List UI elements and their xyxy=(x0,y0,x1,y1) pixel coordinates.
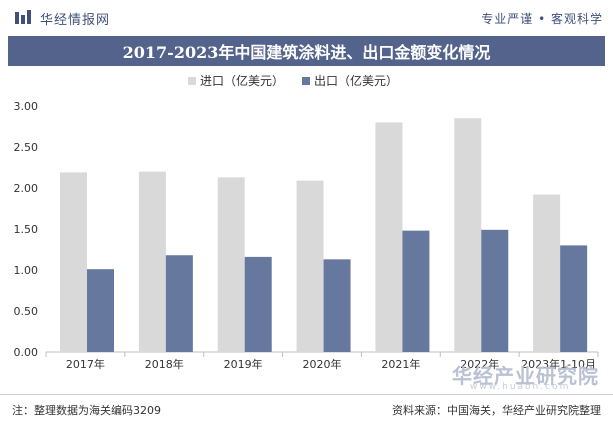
watermark-url: www.huaon.com xyxy=(470,382,571,392)
watermark-brand: 华经产业研究院 xyxy=(452,364,599,388)
slogan: 专业严谨 • 客观科学 xyxy=(481,11,603,26)
bar-export xyxy=(323,259,351,352)
y-tick-label: 0.00 xyxy=(14,346,39,359)
x-tick-label: 2021年 xyxy=(381,357,420,371)
bar-export xyxy=(244,256,272,352)
brand-name: 华经情报网 xyxy=(40,12,111,28)
bar-import xyxy=(296,180,324,352)
y-tick-label: 2.50 xyxy=(14,141,39,154)
footer-source: 资料来源：中国海关，华经产业研究院整理 xyxy=(392,404,601,417)
legend-label: 进口（亿美元） xyxy=(200,73,284,88)
footer: 注：整理数据为海关编码3209 资料来源：中国海关，华经产业研究院整理 xyxy=(0,394,613,427)
y-tick-label: 1.50 xyxy=(14,223,39,236)
bar-import xyxy=(533,194,561,352)
bar-export xyxy=(165,255,193,352)
bar-export xyxy=(402,230,430,352)
brand: 华经情报网 xyxy=(14,9,110,28)
x-tick-label: 2020年 xyxy=(303,357,342,371)
bar-import xyxy=(217,177,245,352)
y-tick-label: 3.00 xyxy=(14,100,39,113)
x-tick-label: 2019年 xyxy=(224,357,263,371)
x-tick-label: 2018年 xyxy=(145,357,184,371)
y-tick-label: 0.50 xyxy=(14,305,39,318)
bar-import xyxy=(60,172,87,352)
bar-export xyxy=(481,229,509,352)
legend-swatch xyxy=(302,77,310,85)
legend-swatch xyxy=(188,77,196,85)
brand-logo-icon xyxy=(15,10,31,24)
y-tick-label: 2.00 xyxy=(14,182,39,195)
top-bar: 华经情报网 专业严谨 • 客观科学 xyxy=(0,0,613,36)
chart-title-band: 2017-2023年中国建筑涂料进、出口金额变化情况 xyxy=(8,36,605,66)
x-tick-label: 2022年 xyxy=(460,357,499,371)
bar-import xyxy=(138,171,166,352)
chart-title: 2017-2023年中国建筑涂料进、出口金额变化情况 xyxy=(122,43,491,62)
x-tick-label: 2017年 xyxy=(66,357,105,371)
legend-label: 出口（亿美元） xyxy=(314,73,398,88)
bar-import xyxy=(454,118,482,352)
y-tick-label: 1.00 xyxy=(14,264,39,277)
bar-import xyxy=(375,122,403,353)
x-tick-label: 2023年1-10月 xyxy=(521,357,596,371)
bar-chart: 进口（亿美元） 出口（亿美元） 0.00 0.50 1.00 1.50 2.00 2.50 3.… xyxy=(14,73,599,371)
bar-export xyxy=(560,245,588,352)
footer-note: 注：整理数据为海关编码3209 xyxy=(12,404,161,417)
bar-export xyxy=(87,269,114,352)
